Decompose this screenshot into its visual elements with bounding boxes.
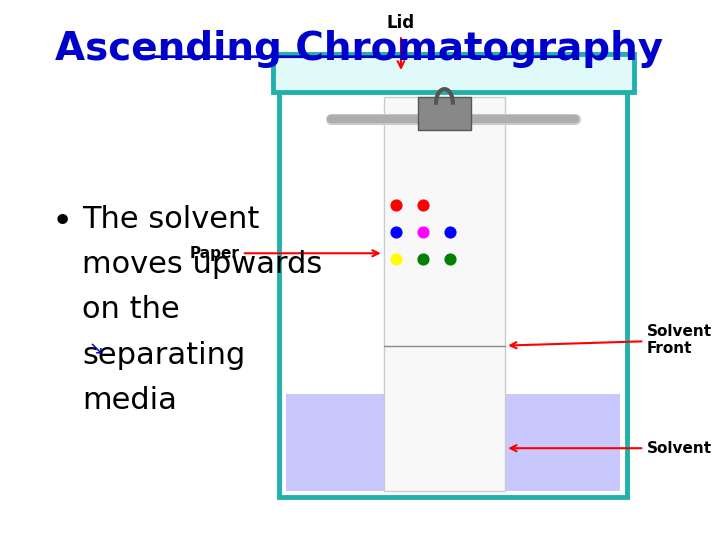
Bar xyxy=(273,54,634,92)
Bar xyxy=(418,97,471,130)
Point xyxy=(418,255,429,264)
Point xyxy=(444,228,456,237)
Point xyxy=(444,255,456,264)
Text: The solvent
moves upwards
on the
separating
media: The solvent moves upwards on the separat… xyxy=(82,205,322,415)
Point xyxy=(390,201,402,210)
Point xyxy=(418,228,429,237)
Bar xyxy=(286,394,621,491)
Text: •: • xyxy=(52,205,73,239)
Text: ↘: ↘ xyxy=(89,340,104,358)
Text: Solvent
Front: Solvent Front xyxy=(510,324,712,356)
Text: Lid: Lid xyxy=(387,15,415,68)
Bar xyxy=(279,54,627,497)
Bar xyxy=(384,97,505,491)
Point xyxy=(390,255,402,264)
Point xyxy=(390,228,402,237)
Text: Ascending Chromatography: Ascending Chromatography xyxy=(55,30,664,68)
Text: Paper: Paper xyxy=(189,246,379,261)
Text: Solvent: Solvent xyxy=(510,441,712,456)
Point xyxy=(418,201,429,210)
